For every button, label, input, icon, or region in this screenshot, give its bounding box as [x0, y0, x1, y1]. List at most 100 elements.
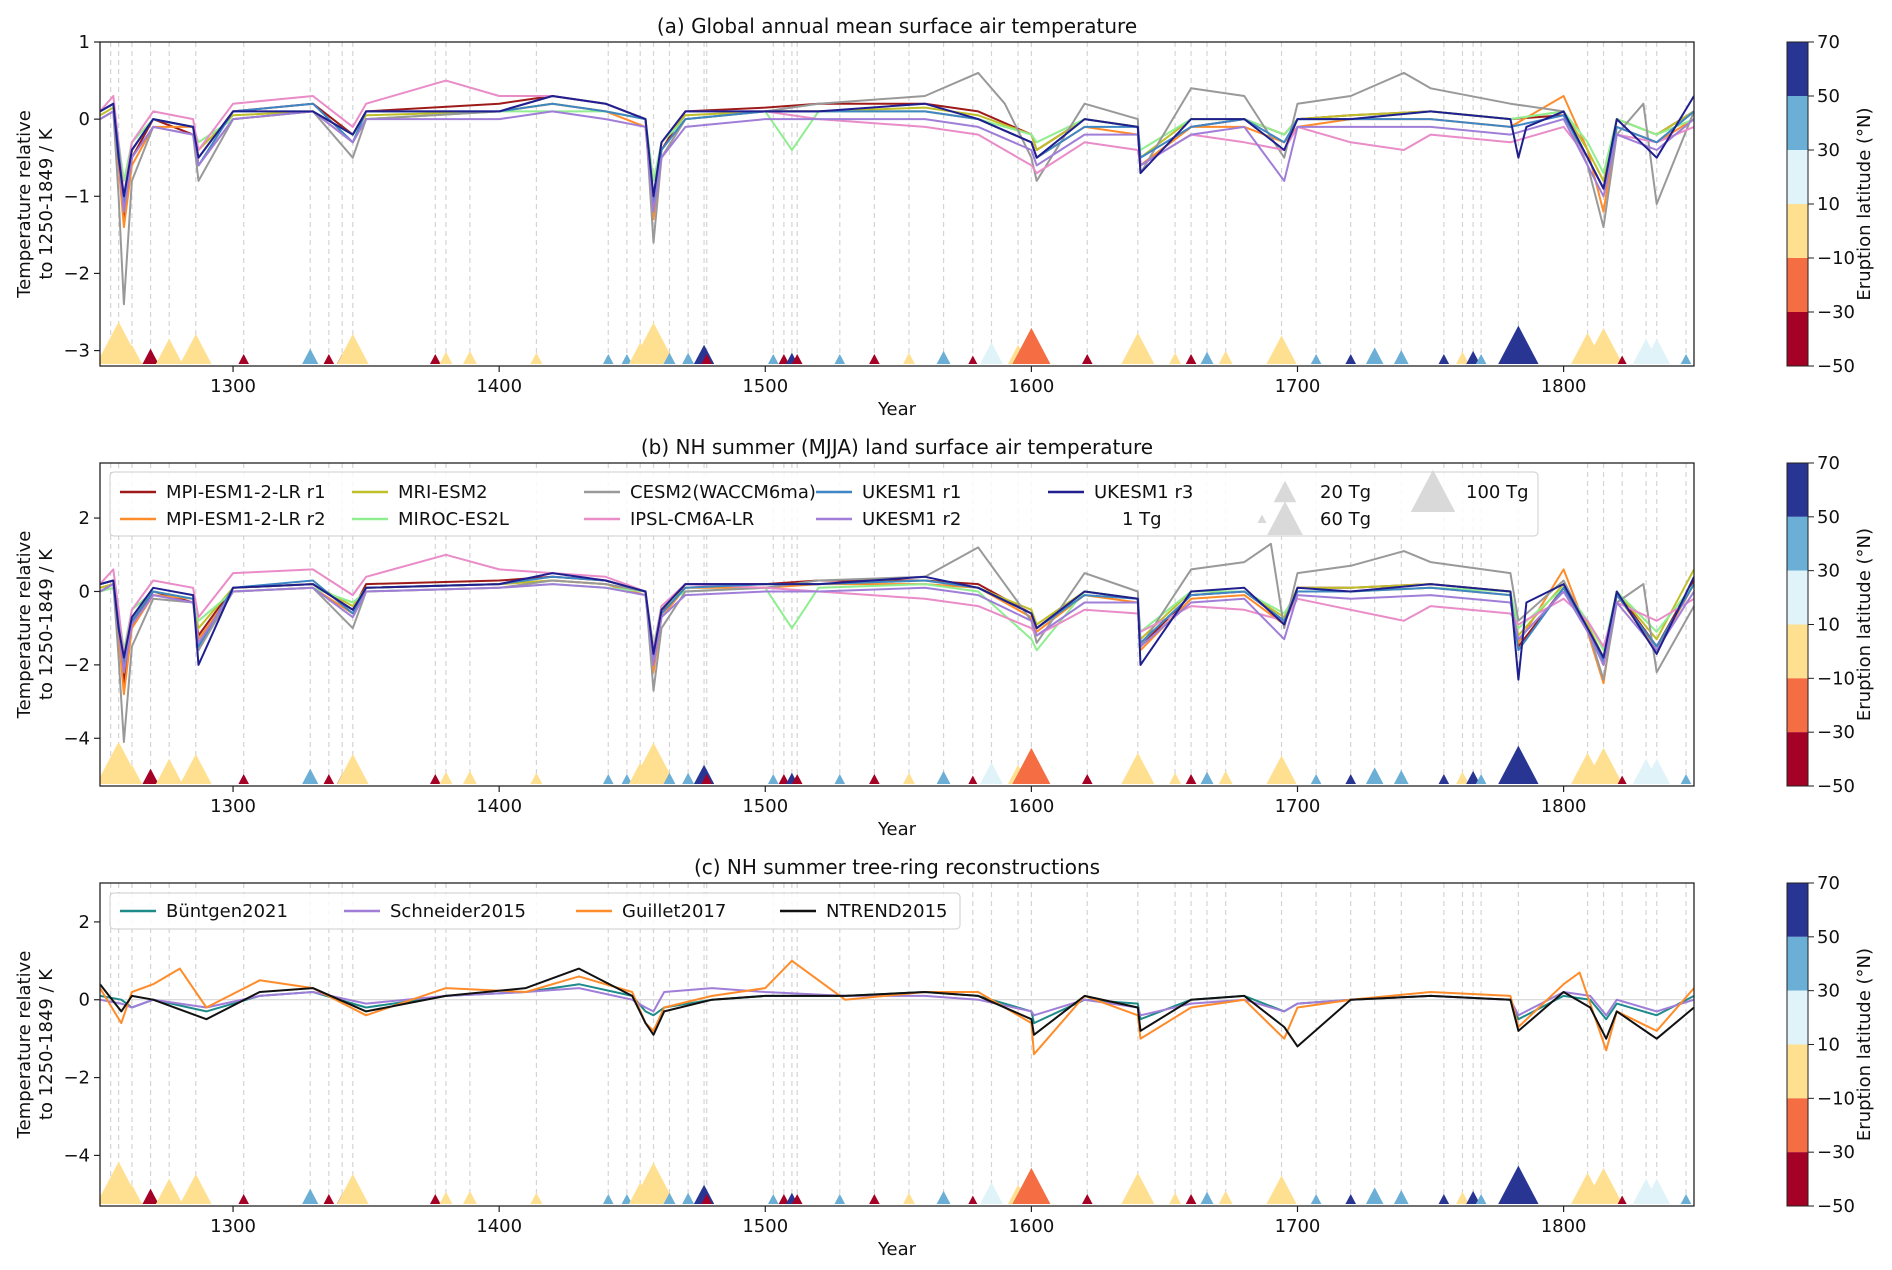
eruption-marker [701, 773, 713, 784]
eruption-marker [1185, 1193, 1197, 1204]
colorbar-segment [1787, 624, 1808, 679]
colorbar-tick-label: −30 [1817, 302, 1855, 323]
eruption-marker [1169, 1192, 1182, 1204]
eruption-marker [462, 350, 477, 364]
x-tick-label: 1500 [742, 376, 788, 397]
eruption-marker [936, 770, 951, 784]
eruption-marker [1438, 353, 1450, 364]
y-axis-label: to 1250-1849 / K [36, 548, 57, 700]
eruption-marker [1475, 1193, 1487, 1204]
colorbar-segment [1787, 1098, 1808, 1153]
y-tick-label: −4 [63, 728, 90, 749]
eruption-marker [1584, 747, 1623, 784]
eruption-marker [1456, 351, 1469, 364]
eruption-marker [602, 773, 614, 784]
size-legend-marker [1410, 469, 1456, 513]
eruption-marker [530, 352, 543, 364]
colorbar-segment [1787, 1044, 1808, 1099]
eruption-marker [155, 758, 183, 784]
eruption-marker [1200, 351, 1214, 364]
colorbar-tick-label: −10 [1817, 248, 1855, 269]
legend-box [109, 892, 961, 930]
colorbar: 70 50 30 10 −10 −30 −50 Eruption latitude (°N) [1786, 453, 1875, 797]
eruption-marker [1218, 350, 1233, 364]
chart-title: (c) NH summer tree-ring reconstructions [694, 855, 1100, 879]
colorbar-label: Eruption latitude (°N) [1854, 948, 1875, 1141]
eruption-marker [869, 353, 880, 364]
eruption-marker [439, 351, 453, 364]
x-tick-label: 1300 [210, 376, 256, 397]
legend-label: Schneider2015 [390, 901, 526, 922]
size-legend-label: 100 Tg [1466, 482, 1529, 503]
series-line [100, 71, 1694, 306]
eruption-marker [1121, 752, 1155, 784]
eruption-marker [767, 1193, 779, 1204]
eruption-marker [238, 1193, 249, 1204]
colorbar-tick-label: −50 [1817, 1196, 1855, 1217]
eruption-marker [430, 353, 441, 364]
eruption-markers [100, 321, 1692, 364]
colorbar-segment [1787, 570, 1808, 625]
legend-label: UKESM1 r3 [1094, 482, 1193, 503]
eruption-marker [869, 773, 880, 784]
colorbar-tick-label: 50 [1817, 927, 1840, 948]
eruption-marker [337, 334, 369, 364]
eruption-marker [323, 353, 335, 364]
eruption-gridlines [110, 42, 1687, 366]
colorbar-segment [1787, 678, 1808, 733]
series-line [100, 575, 1694, 685]
legend-label: UKESM1 r2 [862, 509, 961, 530]
colorbar-tick-label: 70 [1817, 453, 1840, 474]
series-line [100, 542, 1694, 743]
eruption-marker [663, 352, 676, 364]
eruption-marker [1475, 773, 1487, 784]
eruption-marker [1200, 771, 1214, 784]
eruption-marker [1466, 1190, 1481, 1204]
x-tick-label: 1400 [476, 796, 522, 817]
colorbar-tick-label: 30 [1817, 561, 1840, 582]
legend-label: MIROC-ES2L [398, 509, 509, 530]
eruption-marker [462, 1190, 477, 1204]
eruption-markers [100, 1161, 1692, 1204]
eruption-marker [1121, 1172, 1155, 1204]
size-legend-label: 1 Tg [1122, 509, 1162, 530]
y-tick-label: −2 [63, 263, 90, 284]
eruption-marker [778, 773, 790, 784]
legend-label: UKESM1 r1 [862, 482, 961, 503]
y-tick-label: −3 [63, 341, 90, 362]
x-tick-label: 1800 [1541, 1216, 1587, 1237]
eruption-marker [682, 772, 695, 784]
eruption-marker [631, 322, 676, 364]
eruption-marker [439, 1191, 453, 1204]
eruption-marker [1643, 338, 1671, 364]
plot-frame [99, 882, 1695, 1207]
eruption-marker [903, 352, 915, 364]
eruption-marker [767, 353, 779, 364]
eruption-marker [1081, 353, 1093, 364]
eruption-marker [1266, 335, 1297, 364]
colorbar-tick-label: 50 [1817, 507, 1840, 528]
legend-label: NTREND2015 [826, 901, 947, 922]
eruption-marker [1438, 773, 1450, 784]
eruption-marker [1345, 1193, 1357, 1204]
size-legend-marker [1267, 501, 1303, 536]
eruption-marker [121, 764, 143, 784]
x-tick-label: 1700 [1275, 376, 1321, 397]
colorbar-segment [1787, 204, 1808, 258]
eruption-marker [968, 775, 978, 784]
colorbar-tick-label: 10 [1817, 615, 1840, 636]
eruption-marker [663, 772, 676, 784]
plot-frame [99, 462, 1695, 787]
eruption-marker [621, 773, 633, 784]
colorbar-segment [1787, 150, 1808, 204]
eruption-marker [1498, 1165, 1539, 1204]
eruption-marker [1310, 1193, 1322, 1204]
eruption-marker [1266, 1175, 1297, 1204]
eruption-marker [180, 334, 212, 364]
colorbar-segment [1787, 96, 1808, 150]
eruption-marker [1643, 758, 1671, 784]
x-tick-label: 1600 [1008, 376, 1054, 397]
size-legend-label: 60 Tg [1320, 509, 1371, 530]
series-line [100, 583, 1694, 652]
